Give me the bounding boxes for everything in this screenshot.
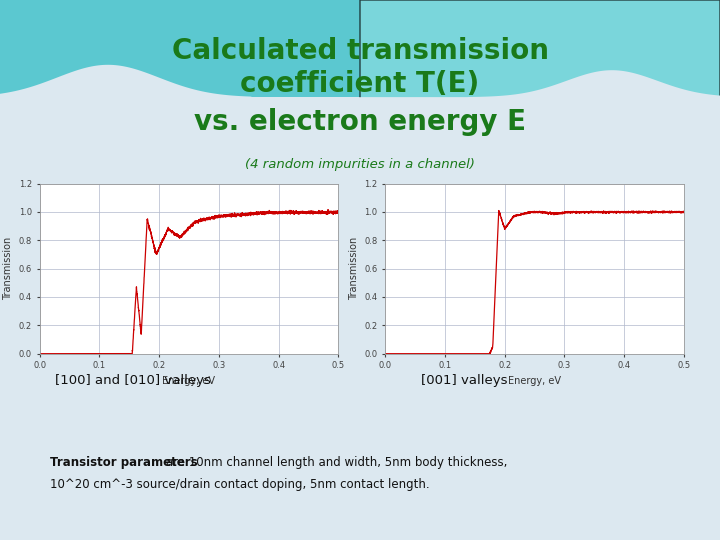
Text: Transistor parameters: Transistor parameters [50, 456, 198, 469]
Text: 10^20 cm^-3 source/drain contact doping, 5nm contact length.: 10^20 cm^-3 source/drain contact doping,… [50, 478, 430, 491]
Text: [001] valleys: [001] valleys [421, 374, 508, 387]
Y-axis label: Transmission: Transmission [348, 237, 359, 300]
Text: (4 random impurities in a channel): (4 random impurities in a channel) [245, 158, 475, 171]
X-axis label: Energy, eV: Energy, eV [508, 376, 561, 386]
Text: vs. electron energy E: vs. electron energy E [194, 107, 526, 136]
Text: are 10nm channel length and width, 5nm body thickness,: are 10nm channel length and width, 5nm b… [162, 456, 508, 469]
X-axis label: Energy, eV: Energy, eV [163, 376, 215, 386]
Text: coefficient T(E): coefficient T(E) [240, 70, 480, 98]
Text: Calculated transmission: Calculated transmission [171, 37, 549, 65]
Text: [100] and [010] valleys: [100] and [010] valleys [55, 374, 211, 387]
Y-axis label: Transmission: Transmission [3, 237, 13, 300]
